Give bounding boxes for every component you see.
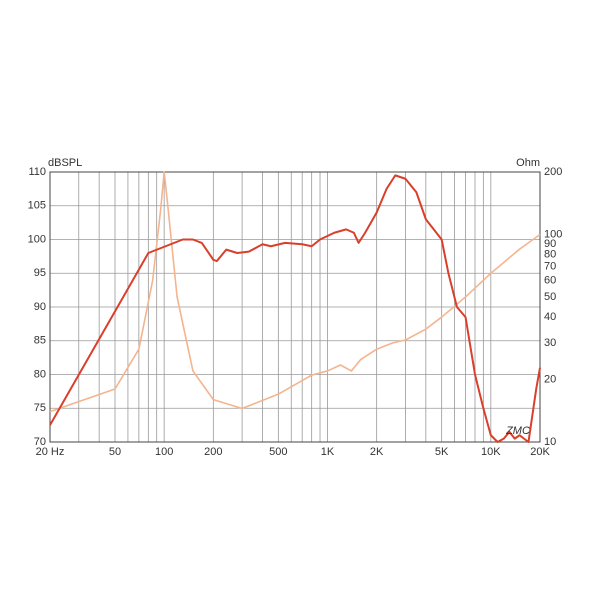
y-tick-label: 70 <box>34 436 46 448</box>
y2-tick-label: 200 <box>544 166 562 178</box>
x-tick-label: 2K <box>370 446 384 458</box>
y-tick-label: 80 <box>34 368 46 380</box>
y2-tick-label: 60 <box>544 274 556 286</box>
y2-tick-label: 30 <box>544 337 556 349</box>
y-tick-label: 100 <box>28 233 46 245</box>
y2-tick-label: 70 <box>544 261 556 273</box>
y2-tick-label: 80 <box>544 248 556 260</box>
x-tick-label: 1K <box>321 446 335 458</box>
x-tick-label: 500 <box>269 446 287 458</box>
y2-tick-label: 20 <box>544 373 556 385</box>
series-line <box>49 174 541 443</box>
x-tick-label: 10K <box>481 446 501 458</box>
x-tick-label: 5K <box>435 446 449 458</box>
y-tick-label: 95 <box>34 267 46 279</box>
y-tick-label: 85 <box>34 335 46 347</box>
y-tick-label: 110 <box>28 166 46 178</box>
series-line <box>49 171 541 413</box>
y2-axis-label: Ohm <box>516 157 540 169</box>
y2-tick-label: 10 <box>544 436 556 448</box>
y-tick-label: 75 <box>34 402 46 414</box>
y-axis-label: dBSPL <box>48 157 82 169</box>
y-tick-label: 90 <box>34 301 46 313</box>
x-tick-label: 50 <box>109 446 121 458</box>
y-tick-label: 105 <box>28 200 46 212</box>
y2-tick-label: 40 <box>544 311 556 323</box>
y2-tick-label: 90 <box>544 238 556 250</box>
y2-tick-label: 50 <box>544 291 556 303</box>
x-tick-label: 200 <box>204 446 222 458</box>
annotation: ZMC <box>505 425 530 437</box>
y2-tick-label: 100 <box>544 228 562 240</box>
plot-frame <box>49 171 541 443</box>
x-tick-label: 20 Hz <box>36 446 65 458</box>
x-tick-label: 100 <box>155 446 173 458</box>
x-tick-label: 20K <box>530 446 550 458</box>
